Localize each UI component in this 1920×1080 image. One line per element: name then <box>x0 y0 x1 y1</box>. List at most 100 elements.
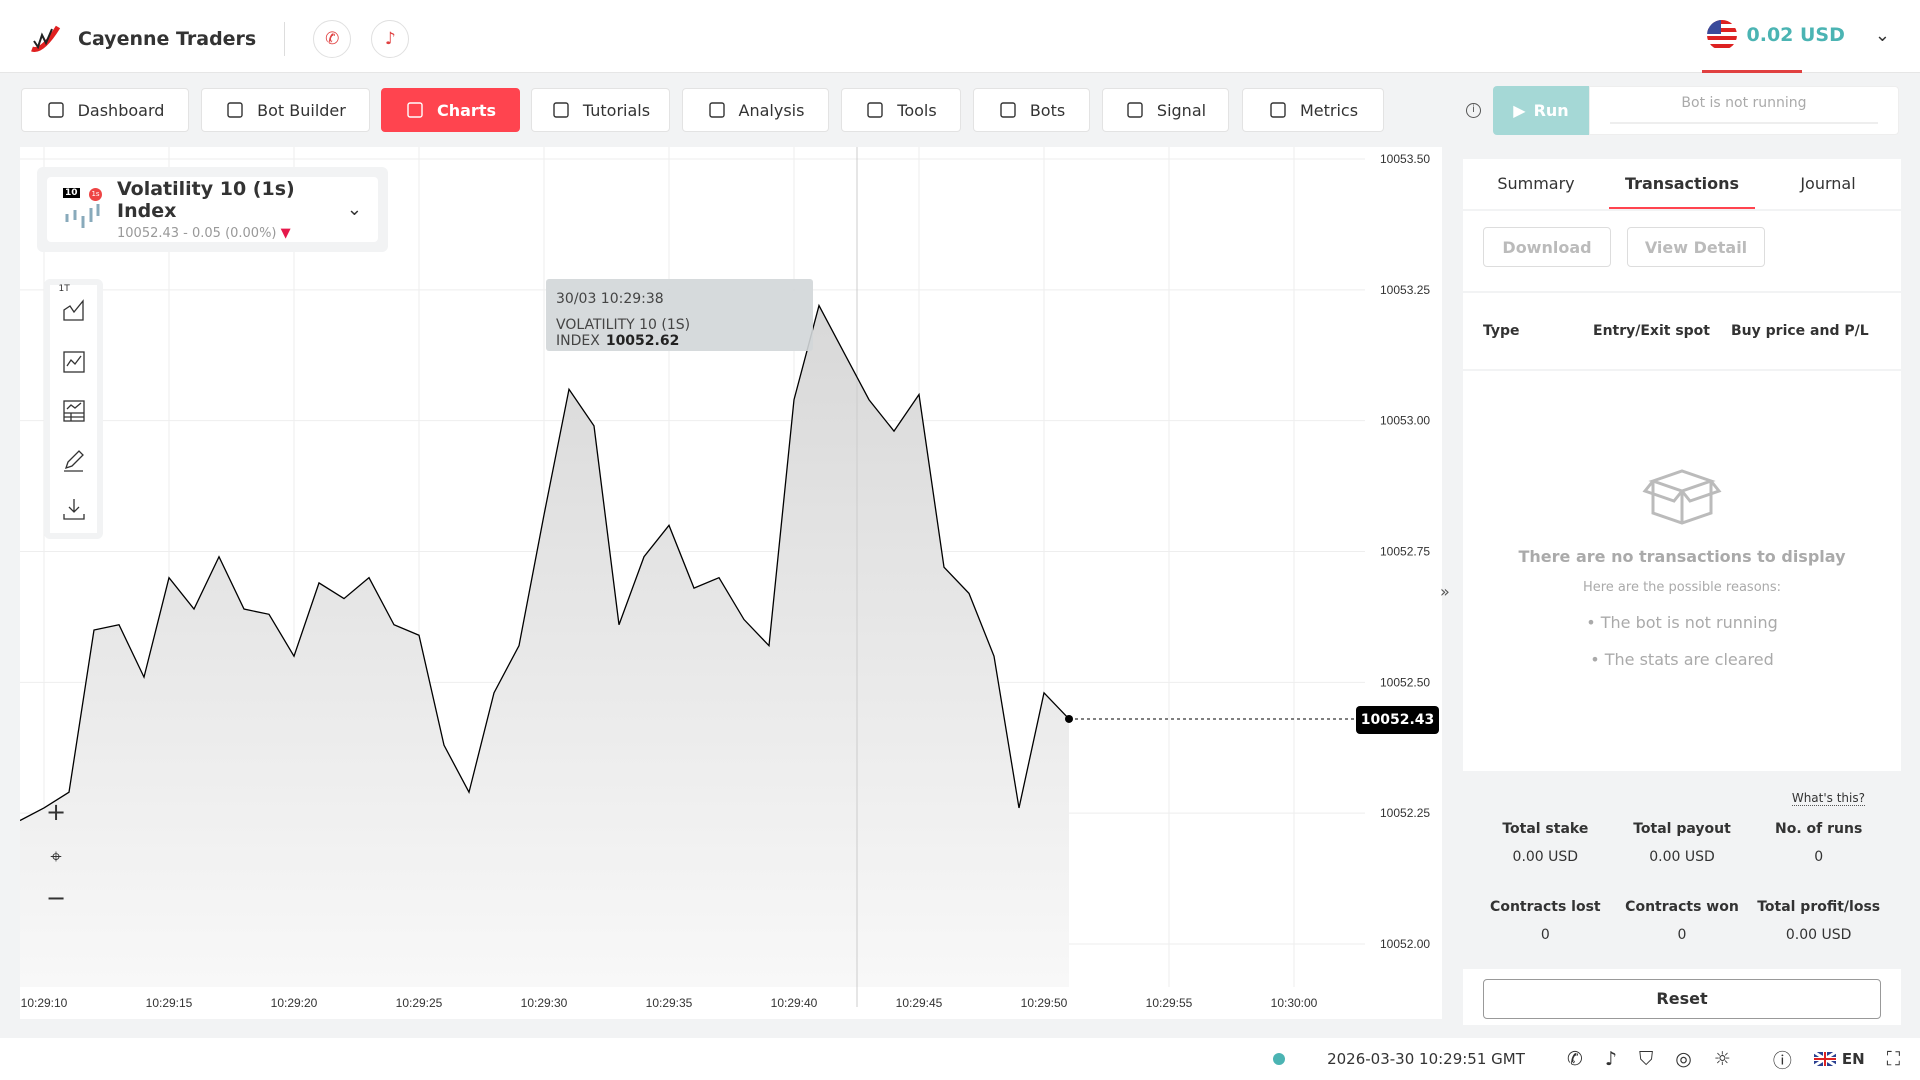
language-label: EN <box>1841 1050 1865 1068</box>
chart-type-label: 1T <box>58 284 70 295</box>
bot-status-text: Bot is not running <box>1681 95 1807 111</box>
brand[interactable]: Cayenne Traders ✆ ♪ <box>28 20 415 58</box>
symbol-selector[interactable]: 10 1s Volatility 10 (1s) Index 10052.43 … <box>37 167 388 252</box>
metrics-icon <box>1270 102 1286 118</box>
stat-label: Total profit/loss <box>1757 899 1881 915</box>
chart-icon <box>407 102 423 118</box>
empty-box-icon <box>1642 469 1722 525</box>
gauge-icon[interactable]: ◎ <box>1675 1048 1692 1070</box>
chart-type-button[interactable]: 1T <box>59 284 87 326</box>
nav-bot-builder[interactable]: Bot Builder <box>201 88 370 132</box>
tab-summary[interactable]: Summary <box>1497 174 1575 193</box>
connection-status-icon <box>1273 1053 1286 1065</box>
bulb-icon <box>708 102 725 118</box>
bot-builder-icon <box>227 102 243 118</box>
reason-item: • The bot is not running <box>1586 613 1778 632</box>
signal-icon <box>1127 102 1143 118</box>
view-detail-button[interactable]: View Detail <box>1627 227 1765 267</box>
tiktok-icon[interactable]: ♪ <box>1604 1048 1617 1070</box>
nav-dashboard[interactable]: Dashboard <box>21 88 189 132</box>
tab-journal[interactable]: Journal <box>1800 174 1856 193</box>
price-chart[interactable]: 10:29:10 10:29:15 10:29:20 10:29:25 10:29:30… <box>19 147 1442 1019</box>
whats-this-link[interactable]: What's this? <box>1791 791 1865 806</box>
x-tick-label: 10:29:35 <box>646 996 693 1010</box>
symbol-badge: 10 <box>63 187 80 198</box>
tooltip-time: 30/03 10:29:38 <box>556 291 664 307</box>
double-chevron-right-icon: » <box>1440 582 1450 601</box>
stat-label: Total stake <box>1502 821 1589 837</box>
tab-transactions[interactable]: Transactions <box>1609 159 1755 209</box>
column-type: Type <box>1483 323 1520 339</box>
help-icon[interactable]: ⓘ <box>1772 1049 1792 1072</box>
chevron-down-icon: ⌄ <box>1874 24 1890 46</box>
shield-icon[interactable]: ⛉ <box>1638 1048 1654 1070</box>
header: Cayenne Traders ✆ ♪ 0.02 USD ⌄ <box>0 0 1920 73</box>
run-button[interactable]: ▶ Run <box>1493 86 1589 135</box>
area-chart-icon <box>62 299 84 322</box>
tooltip-series: VOLATILITY 10 (1S) INDEX <box>556 317 691 349</box>
chart-tooltip: 30/03 10:29:38 VOLATILITY 10 (1S) INDEX 1… <box>546 279 813 351</box>
collapse-panel-button[interactable]: » <box>1440 582 1450 601</box>
nav-metrics[interactable]: Metrics <box>1242 88 1384 132</box>
reset-button[interactable]: Reset <box>1483 979 1881 1019</box>
column-buy-price: Buy price and P/L <box>1731 323 1869 339</box>
zoom-in-button[interactable]: + <box>44 800 68 825</box>
nav-analysis[interactable]: Analysis <box>682 88 829 132</box>
x-tick-label: 10:29:55 <box>1146 996 1193 1010</box>
table-header: Type Entry/Exit spot Buy price and P/L <box>1463 293 1901 369</box>
price-line <box>19 303 1070 822</box>
stat-item: No. of runs 0 <box>1750 821 1887 865</box>
download-button[interactable]: Download <box>1483 227 1611 267</box>
nav-label: Bots <box>1029 100 1066 120</box>
empty-state: There are no transactions to display Her… <box>1463 371 1901 771</box>
indicators-icon[interactable] <box>61 349 87 375</box>
pencil-icon[interactable] <box>61 447 87 473</box>
stat-label: Contracts lost <box>1490 899 1601 915</box>
stats-summary: What's this? Total stake 0.00 USD Total pa… <box>1463 771 1901 969</box>
nav-signal[interactable]: Signal <box>1102 88 1229 132</box>
y-tick-label: 10052.50 <box>1380 675 1430 689</box>
x-tick-label: 10:29:30 <box>521 996 568 1010</box>
nav-tutorials[interactable]: Tutorials <box>531 88 670 132</box>
x-tick-label: 10:29:20 <box>271 996 318 1010</box>
chevron-down-icon: ⌄ <box>346 199 362 220</box>
tiktok-button[interactable]: ♪ <box>371 20 410 58</box>
run-label: Run <box>1533 101 1569 120</box>
language-selector[interactable]: EN <box>1813 1050 1865 1068</box>
account-switcher[interactable]: 0.02 USD ⌄ <box>1706 20 1890 50</box>
stat-value: 0 <box>1540 927 1550 943</box>
nav-charts[interactable]: Charts <box>381 88 520 132</box>
nav-tools[interactable]: Tools <box>841 88 961 132</box>
zoom-out-button[interactable]: − <box>44 884 68 912</box>
minus-icon: − <box>45 884 67 912</box>
footer: 2026-03-30 10:29:51 GMT ✆ ♪ ⛉ ◎ ☼ ⓘ EN ⛶ <box>0 1038 1920 1080</box>
y-tick-label: 10053.25 <box>1380 283 1430 297</box>
reason-item: • The stats are cleared <box>1590 650 1774 669</box>
info-icon[interactable]: i <box>1466 103 1481 118</box>
nav-label: Analysis <box>738 100 805 120</box>
chart-toolbar: 1T <box>44 279 103 539</box>
stat-item: Total payout 0.00 USD <box>1614 821 1751 865</box>
divider <box>284 22 286 56</box>
uk-flag-icon <box>1813 1052 1836 1066</box>
whatsapp-icon[interactable]: ✆ <box>1566 1048 1583 1070</box>
x-tick-label: 10:29:25 <box>396 996 443 1010</box>
chart-area[interactable]: 10:29:10 10:29:15 10:29:20 10:29:25 10:29:30… <box>19 147 1442 1019</box>
nav-bots[interactable]: Bots <box>973 88 1090 132</box>
y-tick-label: 10052.75 <box>1380 545 1430 559</box>
play-icon: ▶ <box>1513 101 1526 120</box>
down-arrow-icon: ▼ <box>280 226 291 241</box>
reason-text: The stats are cleared <box>1604 650 1774 669</box>
column-entry-exit: Entry/Exit spot <box>1593 323 1710 339</box>
theme-icon[interactable]: ☼ <box>1713 1048 1731 1070</box>
reset-zoom-button[interactable]: ⌖ <box>44 845 68 869</box>
logo-icon <box>31 25 61 53</box>
download-icon[interactable] <box>61 496 87 522</box>
nav-label: Bot Builder <box>257 100 346 120</box>
stat-item: Contracts lost 0 <box>1477 899 1614 943</box>
x-tick-label: 10:29:10 <box>21 996 68 1010</box>
fullscreen-icon[interactable]: ⛶ <box>1886 1048 1900 1070</box>
nav-label: Tutorials <box>582 100 651 120</box>
whatsapp-button[interactable]: ✆ <box>313 20 352 58</box>
templates-icon[interactable] <box>61 398 87 424</box>
